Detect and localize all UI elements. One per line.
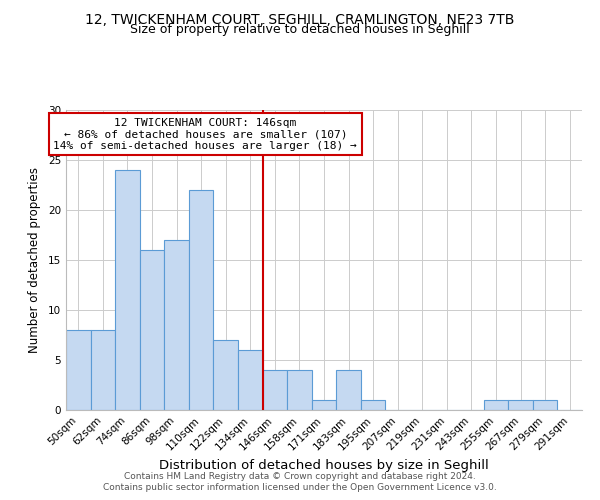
Y-axis label: Number of detached properties: Number of detached properties — [28, 167, 41, 353]
Bar — [115, 170, 140, 410]
Bar — [336, 370, 361, 410]
Bar — [508, 400, 533, 410]
Bar — [91, 330, 115, 410]
Bar — [484, 400, 508, 410]
Bar — [361, 400, 385, 410]
Bar — [287, 370, 312, 410]
Bar — [533, 400, 557, 410]
Bar — [312, 400, 336, 410]
Bar — [214, 340, 238, 410]
Bar — [263, 370, 287, 410]
Text: 12 TWICKENHAM COURT: 146sqm
← 86% of detached houses are smaller (107)
14% of se: 12 TWICKENHAM COURT: 146sqm ← 86% of det… — [53, 118, 357, 150]
Bar — [238, 350, 263, 410]
X-axis label: Distribution of detached houses by size in Seghill: Distribution of detached houses by size … — [159, 458, 489, 471]
Bar — [140, 250, 164, 410]
Text: Contains public sector information licensed under the Open Government Licence v3: Contains public sector information licen… — [103, 484, 497, 492]
Bar — [164, 240, 189, 410]
Text: Contains HM Land Registry data © Crown copyright and database right 2024.: Contains HM Land Registry data © Crown c… — [124, 472, 476, 481]
Text: Size of property relative to detached houses in Seghill: Size of property relative to detached ho… — [130, 22, 470, 36]
Bar — [66, 330, 91, 410]
Text: 12, TWICKENHAM COURT, SEGHILL, CRAMLINGTON, NE23 7TB: 12, TWICKENHAM COURT, SEGHILL, CRAMLINGT… — [85, 12, 515, 26]
Bar — [189, 190, 214, 410]
